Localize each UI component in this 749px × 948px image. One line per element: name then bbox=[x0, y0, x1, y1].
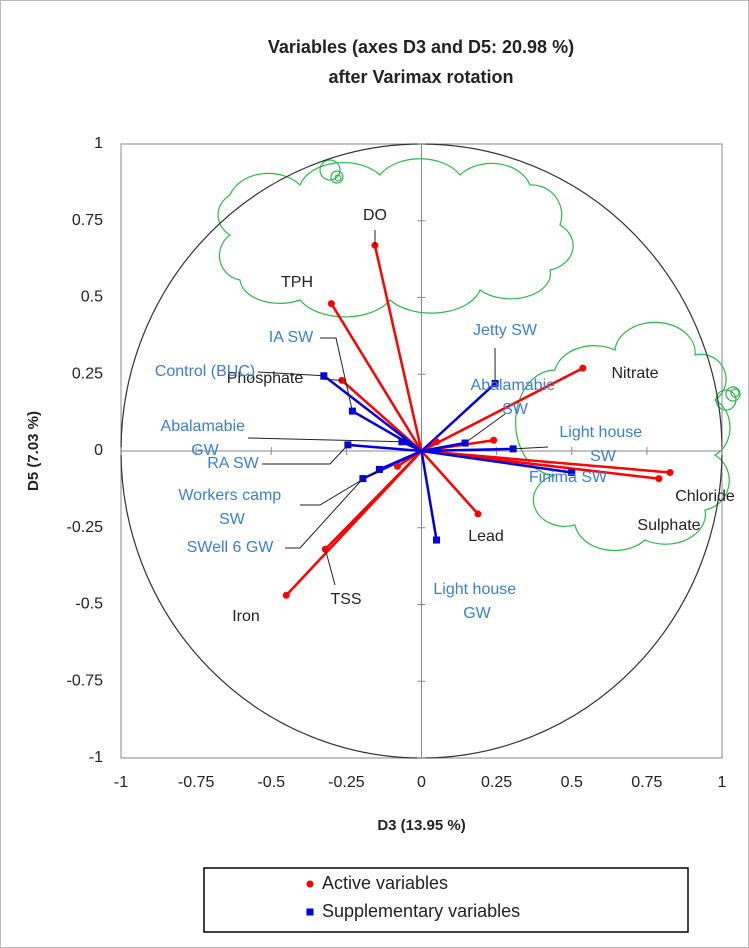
y-tick-label: 0 bbox=[94, 442, 103, 459]
y-tick-label: -0.25 bbox=[67, 519, 104, 536]
point-label: Nitrate bbox=[611, 365, 658, 382]
label-line: SW bbox=[219, 511, 246, 528]
legend-marker bbox=[307, 909, 314, 916]
y-tick-label: 0.25 bbox=[72, 365, 103, 382]
point bbox=[667, 469, 674, 476]
point-label: SWell 6 GW bbox=[187, 539, 275, 556]
x-tick-label: 0.75 bbox=[631, 774, 662, 791]
x-tick-label: -1 bbox=[114, 774, 128, 791]
y-tick-label: 1 bbox=[94, 135, 103, 152]
label-line: SW bbox=[502, 401, 529, 418]
x-tick-label: 0.25 bbox=[481, 774, 512, 791]
y-tick-label: -1 bbox=[89, 749, 103, 766]
y-tick-label: -0.75 bbox=[67, 672, 104, 689]
point bbox=[328, 300, 335, 307]
point bbox=[394, 463, 401, 470]
label-line: Abalamabie bbox=[161, 418, 250, 435]
x-tick-label: 0.5 bbox=[561, 774, 583, 791]
point-label: Finima SW bbox=[529, 469, 608, 486]
point-label: TPH bbox=[281, 274, 313, 291]
point-label: DO bbox=[363, 207, 387, 224]
point-label: Jetty SW bbox=[473, 322, 538, 339]
legend-label: Supplementary variables bbox=[322, 901, 520, 921]
point bbox=[474, 510, 481, 517]
chart-title: Variables (axes D3 and D5: 20.98 %) bbox=[268, 37, 574, 57]
label-line: Abalamabie bbox=[471, 377, 560, 394]
x-tick-label: 0 bbox=[417, 774, 426, 791]
x-tick-label: -0.25 bbox=[328, 774, 365, 791]
point-label: Chloride bbox=[675, 488, 735, 505]
point-label: IA SW bbox=[269, 329, 314, 346]
point bbox=[433, 537, 440, 544]
point bbox=[283, 592, 290, 599]
label-line: Light house bbox=[433, 581, 520, 598]
chart: Variables (axes D3 and D5: 20.98 %) afte… bbox=[0, 0, 749, 948]
point bbox=[579, 365, 586, 372]
y-tick-label: -0.5 bbox=[75, 596, 103, 613]
x-axis-label: D3 (13.95 %) bbox=[377, 817, 465, 834]
legend-marker bbox=[307, 881, 314, 888]
point bbox=[433, 438, 440, 445]
label-line: SW bbox=[590, 448, 617, 465]
x-tick-label: -0.5 bbox=[257, 774, 285, 791]
legend-label: Active variables bbox=[322, 873, 448, 893]
x-tick-label: 1 bbox=[718, 774, 727, 791]
point-label: TSS bbox=[330, 591, 361, 608]
point-label: Lead bbox=[468, 528, 504, 545]
label-line: Workers camp bbox=[178, 487, 285, 504]
point-label: Sulphate bbox=[637, 517, 700, 534]
point bbox=[490, 437, 497, 444]
point-label: Iron bbox=[232, 608, 260, 625]
x-tick-label: -0.75 bbox=[178, 774, 215, 791]
label-line: Light house bbox=[559, 424, 646, 441]
y-tick-label: 0.75 bbox=[72, 212, 103, 229]
label-line: GW bbox=[463, 605, 491, 622]
point-label: RA SW bbox=[207, 455, 259, 472]
y-axis-label: D5 (7.03 %) bbox=[25, 411, 42, 491]
chart-title: after Varimax rotation bbox=[328, 67, 513, 87]
y-tick-label: 0.5 bbox=[81, 289, 103, 306]
point bbox=[655, 475, 662, 482]
point-label: Control (BUC) bbox=[155, 363, 255, 380]
